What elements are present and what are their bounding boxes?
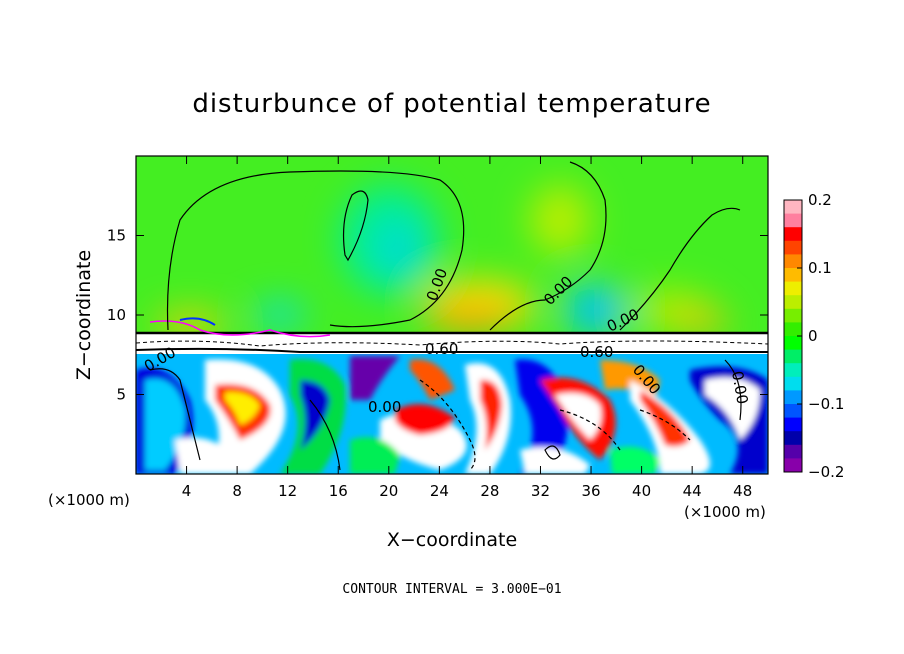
colorbar-swatch [784, 268, 802, 283]
x-unit-right: (×1000 m) [684, 503, 766, 521]
x-tick-label: 24 [430, 482, 449, 500]
colorbar-swatch [784, 417, 802, 432]
colorbar-swatch [784, 308, 802, 323]
colorbar-swatch [784, 336, 802, 351]
colorbar-swatch [784, 404, 802, 419]
colorbar: 0.2 0.1 0 −0.1 −0.2 [783, 191, 844, 481]
contour-interval-label: CONTOUR INTERVAL = 3.000E−01 [342, 582, 561, 597]
colorbar-swatch [784, 322, 802, 337]
colorbar-tick-label: −0.1 [808, 395, 844, 413]
colorbar-tick-label: 0.1 [808, 259, 832, 277]
x-tick-label: 12 [278, 482, 297, 500]
colorbar-swatch [784, 444, 802, 459]
x-tick-label: 48 [733, 482, 752, 500]
x-tick-label: 36 [581, 482, 600, 500]
colorbar-swatch [784, 200, 802, 215]
x-tick-label: 28 [480, 482, 499, 500]
upper-anomalies [155, 185, 730, 337]
colorbar-swatch [784, 240, 802, 255]
x-axis: 4 8 12 16 20 24 28 32 36 40 44 48 [182, 156, 752, 500]
x-tick-label: 32 [531, 482, 550, 500]
contour-label: 0.00 [368, 398, 401, 416]
contour-label: 0.00 [728, 370, 752, 406]
contour-lines [149, 161, 742, 471]
colorbar-swatch [784, 227, 802, 242]
y-axis: 5 10 15 [107, 227, 768, 404]
x-axis-label: X−coordinate [387, 529, 517, 551]
x-tick-label: 4 [182, 482, 192, 500]
colorbar-swatch [784, 363, 802, 378]
lower-turbulence [136, 356, 768, 474]
plot-area [136, 156, 768, 474]
colorbar-swatch [784, 431, 802, 446]
colorbar-swatch [784, 376, 802, 391]
colorbar-swatch [784, 458, 802, 473]
y-tick-label: 15 [107, 227, 126, 245]
colorbar-swatch [784, 390, 802, 405]
y-tick-label: 10 [107, 306, 126, 324]
x-tick-label: 40 [632, 482, 651, 500]
colorbar-swatch [784, 281, 802, 296]
colorbar-tick-label: 0 [808, 327, 818, 345]
x-tick-label: 44 [683, 482, 702, 500]
colorbar-swatch [784, 349, 802, 364]
contour-label: 0.60 [425, 340, 458, 358]
y-tick-label: 5 [116, 386, 126, 404]
x-tick-label: 20 [379, 482, 398, 500]
y-axis-label: Z−coordinate [73, 250, 95, 380]
colorbar-tick-label: −0.2 [808, 463, 844, 481]
chart-title: disturbunce of potential temperature [192, 89, 711, 119]
x-tick-label: 16 [329, 482, 348, 500]
colorbar-swatch [784, 254, 802, 269]
colorbar-tick-label: 0.2 [808, 191, 832, 209]
colorbar-swatch [784, 213, 802, 228]
contour-label: 0.60 [580, 343, 613, 361]
colorbar-swatch [784, 295, 802, 310]
x-tick-label: 8 [232, 482, 242, 500]
x-unit-left: (×1000 m) [48, 491, 130, 509]
